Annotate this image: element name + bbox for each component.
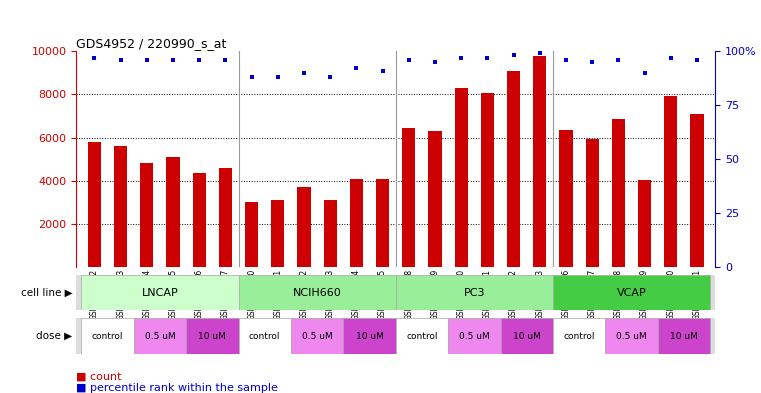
Bar <box>88 142 101 267</box>
Text: 10 uM: 10 uM <box>670 332 698 340</box>
Point <box>508 52 520 59</box>
Bar <box>81 275 238 310</box>
Bar <box>553 318 605 354</box>
Point <box>586 59 598 65</box>
Bar <box>140 163 154 267</box>
Text: 0.5 uM: 0.5 uM <box>145 332 175 340</box>
Bar <box>658 318 710 354</box>
Bar <box>298 187 310 267</box>
Bar <box>428 131 441 267</box>
Bar <box>323 200 337 267</box>
Point <box>481 54 493 61</box>
Text: cell line ▶: cell line ▶ <box>21 288 72 298</box>
Point <box>193 57 205 63</box>
Text: 0.5 uM: 0.5 uM <box>459 332 489 340</box>
Bar <box>167 157 180 267</box>
Text: 0.5 uM: 0.5 uM <box>616 332 647 340</box>
Text: ■ count: ■ count <box>76 371 122 381</box>
Bar <box>291 318 343 354</box>
Bar <box>238 318 291 354</box>
Point <box>560 57 572 63</box>
Bar <box>533 57 546 267</box>
Bar <box>114 146 127 267</box>
Bar <box>501 318 553 354</box>
Point <box>377 67 389 73</box>
Bar <box>638 180 651 267</box>
Bar <box>271 200 285 267</box>
Bar <box>193 173 205 267</box>
Point <box>298 70 310 76</box>
Point <box>429 59 441 65</box>
Text: control: control <box>249 332 281 340</box>
Point <box>141 57 153 63</box>
Point <box>455 54 467 61</box>
Bar <box>219 168 232 267</box>
Bar <box>396 318 448 354</box>
Bar <box>343 318 396 354</box>
Bar <box>238 275 396 310</box>
Bar <box>481 93 494 267</box>
Text: 10 uM: 10 uM <box>199 332 226 340</box>
Point <box>664 54 677 61</box>
Text: GDS4952 / 220990_s_at: GDS4952 / 220990_s_at <box>76 37 227 50</box>
Point <box>403 57 415 63</box>
Bar <box>448 318 501 354</box>
Point <box>272 74 284 80</box>
Point <box>219 57 231 63</box>
Text: VCAP: VCAP <box>616 288 646 298</box>
Bar <box>553 275 710 310</box>
Bar <box>690 114 704 267</box>
Text: 10 uM: 10 uM <box>355 332 384 340</box>
Bar <box>186 318 238 354</box>
Bar <box>664 96 677 267</box>
Bar <box>586 139 599 267</box>
Bar <box>454 88 468 267</box>
Point <box>88 54 100 61</box>
Text: ■ percentile rank within the sample: ■ percentile rank within the sample <box>76 383 278 393</box>
Point <box>350 65 362 72</box>
Bar <box>396 275 553 310</box>
Text: control: control <box>92 332 123 340</box>
Bar <box>403 128 416 267</box>
Bar <box>376 178 389 267</box>
Point <box>691 57 703 63</box>
Text: control: control <box>406 332 438 340</box>
Point <box>246 74 258 80</box>
Bar <box>134 318 186 354</box>
Bar <box>507 70 521 267</box>
Text: LNCAP: LNCAP <box>142 288 178 298</box>
Point <box>167 57 179 63</box>
Bar <box>245 202 258 267</box>
Point <box>613 57 625 63</box>
Point <box>324 74 336 80</box>
Bar <box>605 318 658 354</box>
Text: dose ▶: dose ▶ <box>37 331 72 341</box>
Point <box>638 70 651 76</box>
Text: PC3: PC3 <box>463 288 485 298</box>
Text: 10 uM: 10 uM <box>513 332 540 340</box>
Text: NCIH660: NCIH660 <box>293 288 342 298</box>
Bar <box>612 119 625 267</box>
Text: 0.5 uM: 0.5 uM <box>302 332 333 340</box>
Point <box>115 57 127 63</box>
Point <box>533 50 546 56</box>
Bar <box>350 178 363 267</box>
Bar <box>81 318 134 354</box>
Bar <box>559 130 572 267</box>
Text: control: control <box>563 332 595 340</box>
